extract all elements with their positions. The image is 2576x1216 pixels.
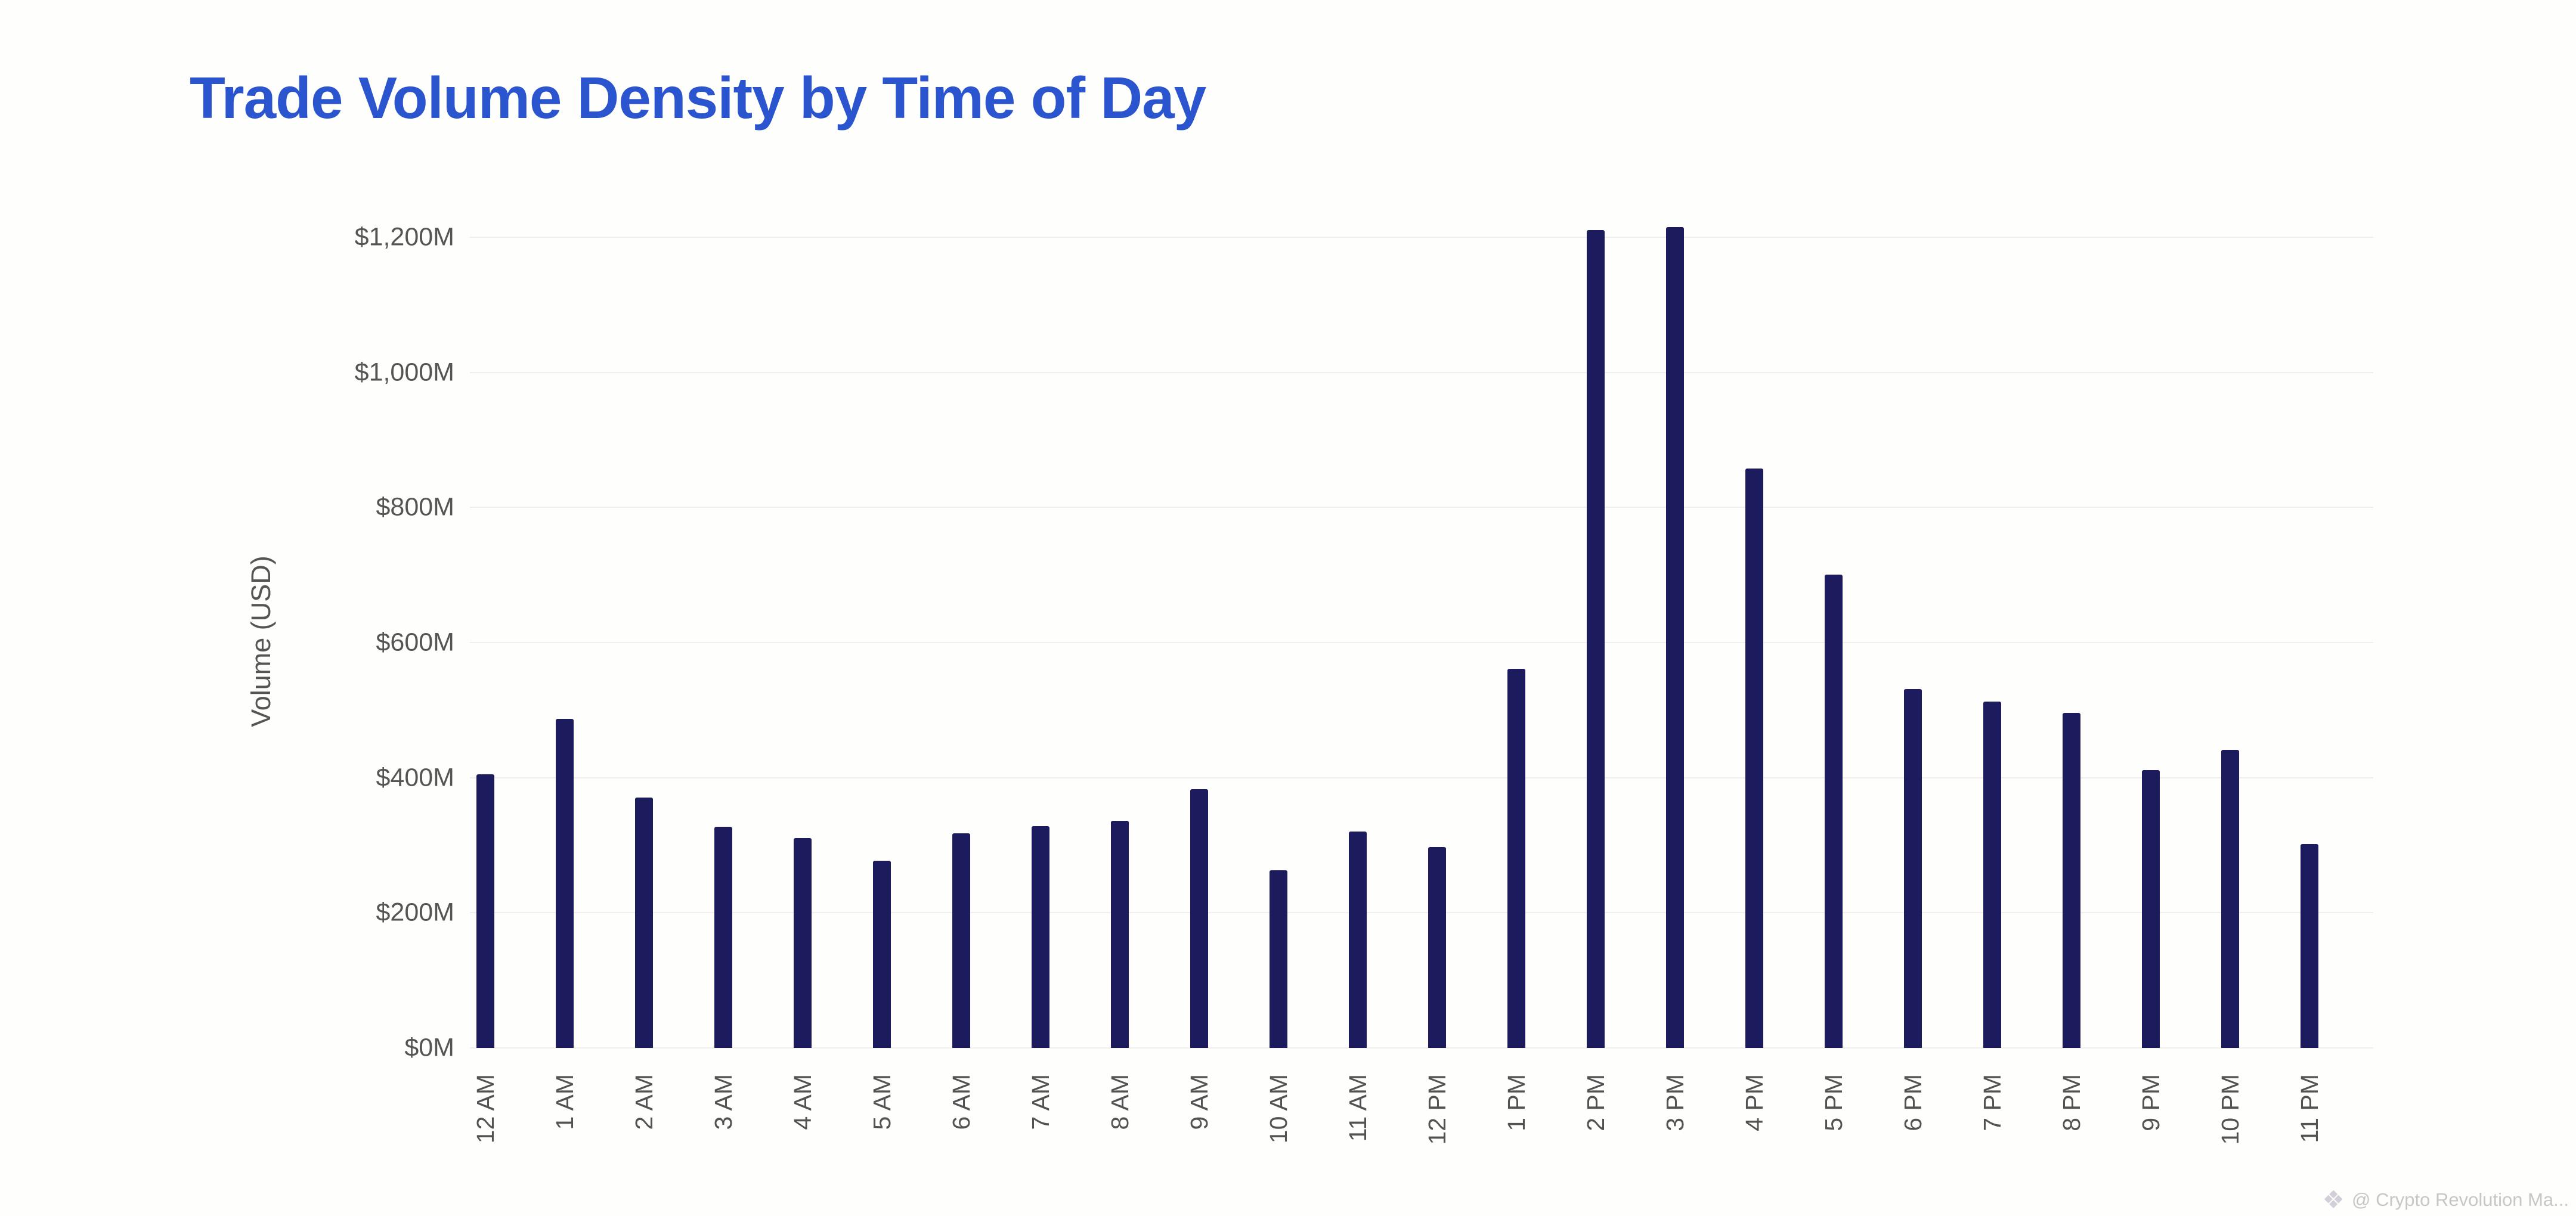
- bar-4-pm[interactable]: [1745, 468, 1763, 1048]
- bar-5-am[interactable]: [873, 861, 891, 1048]
- x-tick-label-10-pm: 10 PM: [2216, 1074, 2244, 1145]
- bar-1-pm[interactable]: [1507, 669, 1525, 1048]
- bar-8-am[interactable]: [1111, 821, 1129, 1048]
- bar-8-pm[interactable]: [2063, 712, 2080, 1048]
- bar-2-pm[interactable]: [1587, 229, 1605, 1048]
- bar-10-pm[interactable]: [2221, 750, 2239, 1048]
- bar-7-am[interactable]: [1032, 826, 1049, 1048]
- chart-title: Trade Volume Density by Time of Day: [190, 65, 1206, 131]
- x-tick-label-4-pm: 4 PM: [1741, 1074, 1768, 1131]
- gridline: [470, 777, 2373, 778]
- plot-area: $0M $200M $400M $600M $800M $1,000M $1,200M 12 …: [355, 223, 2373, 1145]
- gridline: [470, 507, 2373, 508]
- bar-3-am[interactable]: [714, 827, 732, 1048]
- x-tick-label-8-am: 8 AM: [1106, 1074, 1134, 1130]
- bar-9-pm[interactable]: [2142, 770, 2160, 1048]
- y-tick-label: $1,000M: [354, 358, 454, 387]
- bar-6-pm[interactable]: [1904, 689, 1922, 1048]
- watermark: ❖ @ Crypto Revolution Ma...: [2322, 1187, 2569, 1212]
- y-tick-label: $0M: [404, 1033, 454, 1062]
- bar-12-pm[interactable]: [1428, 847, 1446, 1048]
- bar-4-am[interactable]: [794, 837, 812, 1048]
- gridline: [470, 1047, 2373, 1049]
- y-axis-title: Volume (USD): [246, 556, 276, 727]
- y-tick-label: $800M: [376, 492, 454, 522]
- x-tick-label-1-pm: 1 PM: [1503, 1074, 1530, 1131]
- x-tick-label-2-am: 2 AM: [630, 1074, 658, 1130]
- gridline: [470, 642, 2373, 643]
- gridline: [470, 237, 2373, 238]
- bar-6-am[interactable]: [952, 833, 970, 1048]
- x-tick-label-7-am: 7 AM: [1027, 1074, 1054, 1130]
- x-tick-label-11-am: 11 AM: [1344, 1074, 1371, 1142]
- x-tick-label-12-pm: 12 PM: [1423, 1074, 1451, 1145]
- bar-11-am[interactable]: [1349, 832, 1367, 1048]
- x-tick-label-5-pm: 5 PM: [1820, 1074, 1847, 1131]
- bar-3-pm[interactable]: [1666, 227, 1684, 1048]
- x-tick-label-1-am: 1 AM: [551, 1074, 578, 1130]
- watermark-text: @ Crypto Revolution Ma...: [2352, 1189, 2569, 1210]
- bar-2-am[interactable]: [635, 797, 653, 1048]
- x-tick-label-8-pm: 8 PM: [2058, 1074, 2085, 1131]
- bar-10-am[interactable]: [1270, 870, 1287, 1048]
- y-tick-label: $400M: [376, 763, 454, 792]
- bar-9-am[interactable]: [1190, 789, 1208, 1048]
- x-tick-label-4-am: 4 AM: [789, 1074, 816, 1130]
- bar-11-pm[interactable]: [2301, 843, 2318, 1048]
- bar-12-am[interactable]: [476, 774, 494, 1048]
- y-tick-label: $200M: [376, 898, 454, 927]
- x-tick-label-3-pm: 3 PM: [1661, 1074, 1689, 1131]
- x-tick-label-3-am: 3 AM: [710, 1074, 737, 1130]
- x-tick-label-11-pm: 11 PM: [2296, 1074, 2323, 1143]
- x-tick-label-7-pm: 7 PM: [1979, 1074, 2006, 1131]
- bar-7-pm[interactable]: [1983, 701, 2001, 1048]
- y-tick-label: $600M: [376, 628, 454, 657]
- x-tick-label-9-am: 9 AM: [1185, 1074, 1213, 1130]
- x-tick-label-6-am: 6 AM: [948, 1074, 975, 1130]
- x-tick-label-12-am: 12 AM: [472, 1074, 499, 1144]
- x-tick-label-10-am: 10 AM: [1265, 1074, 1292, 1144]
- crypto-diamond-logo-icon: ❖: [2322, 1186, 2345, 1214]
- x-tick-label-5-am: 5 AM: [868, 1074, 896, 1130]
- gridline: [470, 371, 2373, 373]
- x-tick-label-6-pm: 6 PM: [1899, 1074, 1927, 1131]
- bar-1-am[interactable]: [556, 719, 574, 1048]
- gridline: [470, 912, 2373, 914]
- y-tick-label: $1,200M: [354, 222, 454, 252]
- bar-5-pm[interactable]: [1825, 574, 1843, 1048]
- x-tick-label-9-pm: 9 PM: [2137, 1074, 2165, 1131]
- x-tick-label-2-pm: 2 PM: [1582, 1074, 1609, 1131]
